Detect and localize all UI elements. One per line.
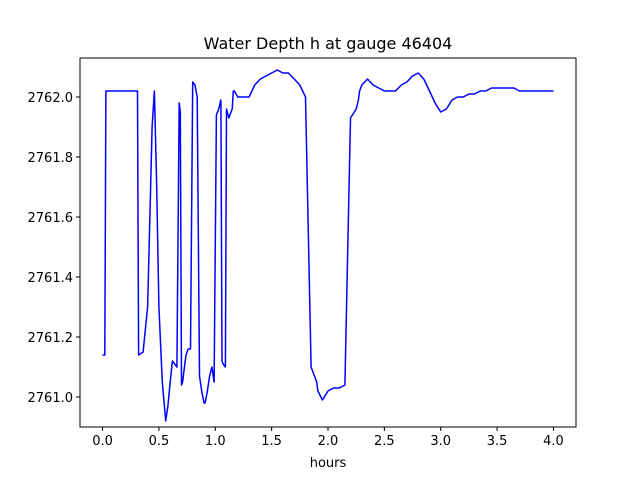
x-tick-label: 1.5: [261, 434, 282, 449]
x-tick-label: 1.0: [205, 434, 226, 449]
y-tick-label: 2762.0: [28, 91, 74, 106]
series-line: [102, 69, 554, 422]
y-axis: 2761.0 2761.2 2761.4 2761.6 2761.8 2762.0: [28, 91, 80, 406]
x-axis: 0.0 0.5 1.0 1.5 2.0 2.5 3.0 3.5 4.0: [92, 427, 564, 449]
x-tick-label: 3.0: [430, 434, 451, 449]
series-layer: [102, 69, 554, 422]
y-tick-label: 2761.4: [28, 271, 74, 286]
y-tick-label: 2761.6: [28, 211, 74, 226]
x-tick-label: 2.5: [374, 434, 395, 449]
x-axis-label: hours: [310, 456, 347, 471]
y-tick-label: 2761.8: [28, 151, 74, 166]
x-tick-label: 3.5: [487, 434, 508, 449]
x-tick-label: 4.0: [543, 434, 564, 449]
x-tick-label: 0.5: [149, 434, 170, 449]
chart-title: Water Depth h at gauge 46404: [204, 34, 453, 53]
x-tick-label: 0.0: [92, 434, 113, 449]
x-tick-label: 2.0: [318, 434, 339, 449]
y-tick-label: 2761.0: [28, 391, 74, 406]
y-tick-label: 2761.2: [28, 331, 74, 346]
